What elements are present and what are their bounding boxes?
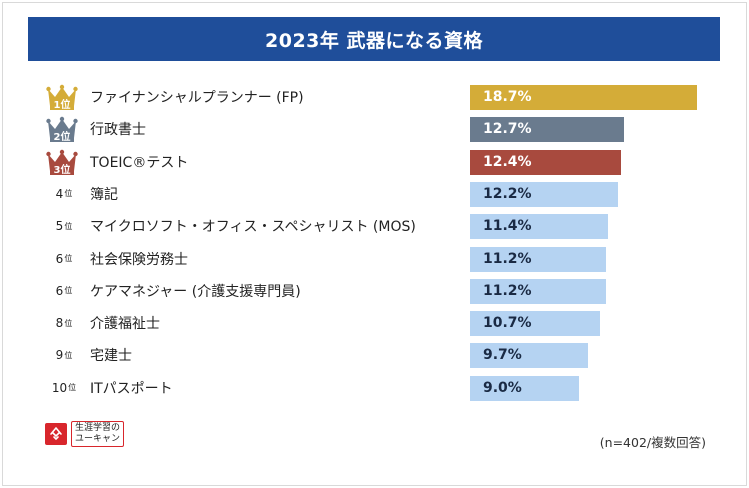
category-label: マイクロソフト・オフィス・スペシャリスト (MOS) — [90, 219, 416, 236]
bar: 11.4% — [470, 214, 609, 240]
ranking-row: 10 位 ITパスポート 9.0% — [0, 372, 749, 404]
rank-label: 10 位 — [51, 380, 77, 395]
sample-note: (n=402/複数回答) — [599, 435, 706, 450]
bar-value-label: 11.2% — [483, 282, 532, 299]
ranking-row: 8 位 介護福祉士 10.7% — [0, 307, 749, 339]
bar: 18.7% — [470, 85, 697, 110]
bar-value-label: 9.0% — [483, 379, 522, 396]
category-label: 社会保険労務士 — [90, 251, 188, 268]
bar-value-label: 12.4% — [483, 153, 532, 170]
crown-rank-2-icon: 2位 — [46, 116, 78, 143]
ranking-row: 6 位 社会保険労務士 11.2% — [0, 243, 749, 275]
bar: 11.2% — [470, 246, 606, 272]
bar-value-label: 12.7% — [483, 121, 532, 138]
bar-value-label: 9.7% — [483, 347, 522, 364]
category-label: 行政書士 — [90, 122, 146, 139]
svg-text:3位: 3位 — [54, 163, 71, 176]
crown-rank-3-icon: 3位 — [46, 149, 78, 176]
bar: 12.7% — [470, 117, 625, 143]
category-label: ケアマネジャー (介護支援専門員) — [90, 283, 301, 300]
ranking-row: 6 位 ケアマネジャー (介護支援専門員) 11.2% — [0, 275, 749, 307]
bar-value-label: 18.7% — [483, 89, 532, 105]
bar-value-label: 11.2% — [483, 250, 532, 267]
ucan-logo-icon — [45, 423, 67, 445]
category-label: 簿記 — [90, 186, 118, 203]
bar-value-label: 12.2% — [483, 185, 532, 202]
bar: 9.7% — [470, 343, 588, 369]
ranking-row: 4 位 簿記 12.2% — [0, 178, 749, 210]
ranking-row: 1位 ファイナンシャルプランナー (FP) 18.7% — [0, 81, 749, 113]
category-label: ITパスポート — [90, 380, 173, 397]
bar-value-label: 11.4% — [483, 218, 532, 235]
category-label: 宅建士 — [90, 348, 132, 365]
ucan-logo-text: 生涯学習の ユーキャン — [71, 421, 125, 447]
bar: 12.4% — [470, 149, 621, 175]
crown-rank-1-icon: 1位 — [46, 84, 78, 111]
svg-text:1位: 1位 — [54, 98, 71, 111]
ranking-row: 2位 行政書士 12.7% — [0, 113, 749, 145]
category-label: ファイナンシャルプランナー (FP) — [90, 90, 304, 106]
ucan-logo-line1: 生涯学習の — [75, 423, 121, 433]
ranking-row: 5 位 マイクロソフト・オフィス・スペシャリスト (MOS) 11.4% — [0, 210, 749, 242]
ucan-logo-line2: ユーキャン — [75, 434, 121, 444]
ucan-logo: 生涯学習の ユーキャン — [45, 418, 125, 450]
svg-text:2位: 2位 — [54, 130, 71, 143]
chart-title: 2023年 武器になる資格 — [28, 17, 720, 61]
category-label: 介護福祉士 — [90, 316, 160, 333]
ranking-row: 9 位 宅建士 9.7% — [0, 339, 749, 371]
bar: 10.7% — [470, 311, 600, 337]
bar: 11.2% — [470, 278, 606, 304]
bar-value-label: 10.7% — [483, 315, 532, 332]
category-label: TOEIC®テスト — [90, 154, 189, 171]
ranking-row: 3位 TOEIC®テスト 12.4% — [0, 146, 749, 178]
bar: 9.0% — [470, 375, 580, 401]
bar: 12.2% — [470, 181, 619, 207]
